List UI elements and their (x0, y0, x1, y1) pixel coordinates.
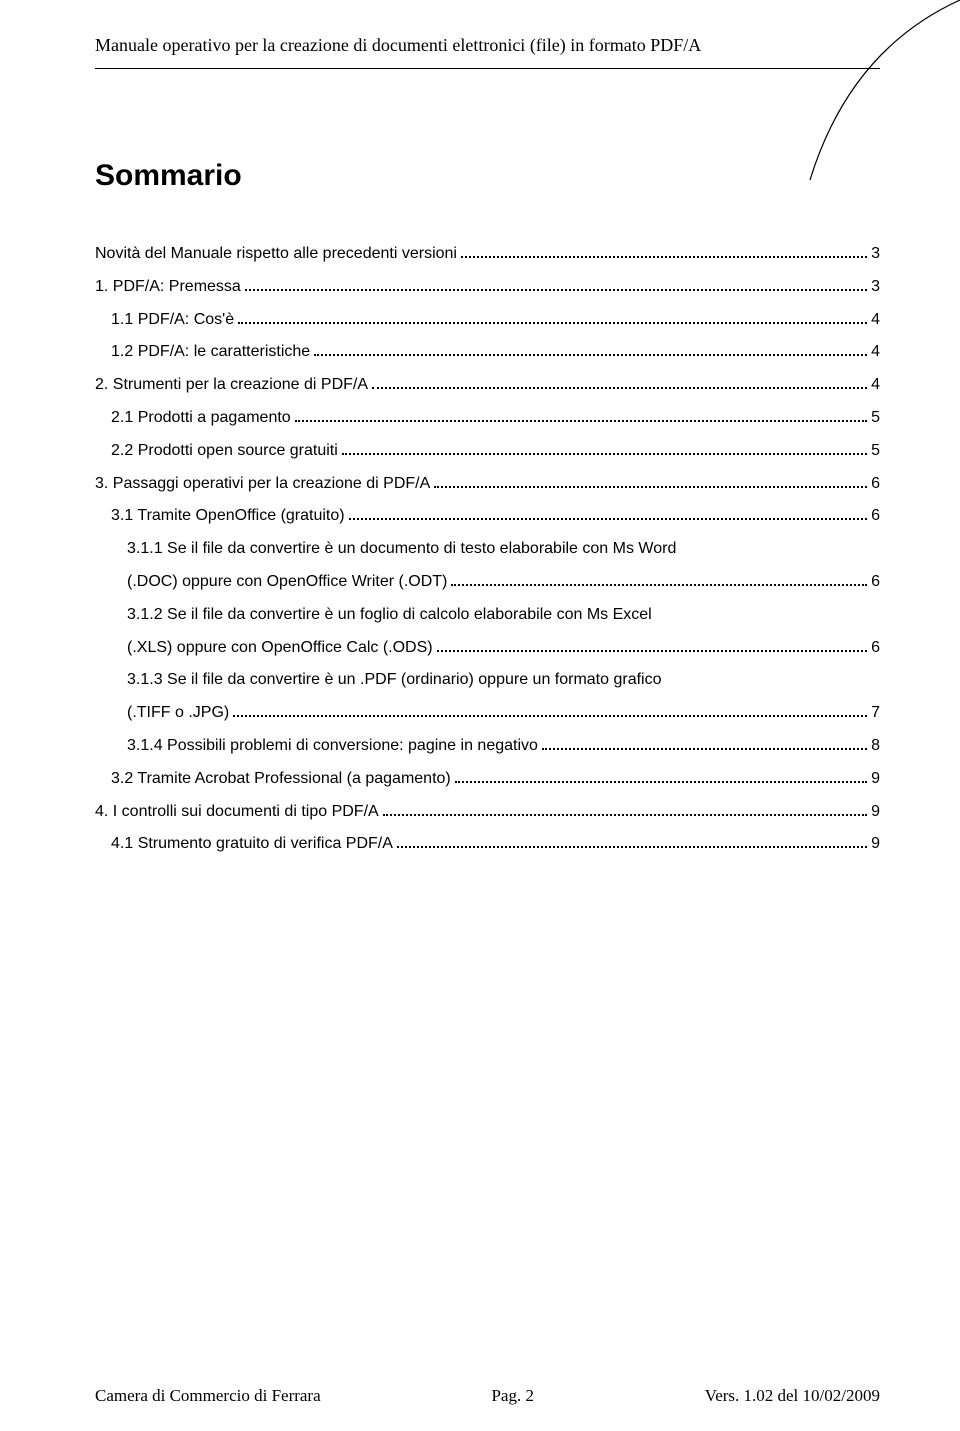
toc-entry: (.DOC) oppure con OpenOffice Writer (.OD… (95, 566, 880, 599)
toc-entry-page: 7 (871, 697, 880, 730)
toc-leader-dots (451, 572, 867, 586)
table-of-contents: Novità del Manuale rispetto alle precede… (95, 238, 880, 861)
toc-entry-page: 6 (871, 566, 880, 599)
toc-entry-page: 3 (871, 271, 880, 304)
toc-entry-label: 3.1.3 Se il file da convertire è un .PDF… (127, 664, 662, 697)
toc-leader-dots (349, 506, 868, 520)
toc-leader-dots (238, 309, 867, 323)
toc-entry-page: 5 (871, 435, 880, 468)
toc-entry: 3.2 Tramite Acrobat Professional (a paga… (95, 763, 880, 796)
toc-leader-dots (233, 703, 867, 717)
toc-entry: 4.1 Strumento gratuito di verifica PDF/A… (95, 828, 880, 861)
toc-entry-page: 9 (871, 763, 880, 796)
toc-leader-dots (455, 768, 867, 782)
toc-entry-label: (.DOC) oppure con OpenOffice Writer (.OD… (127, 566, 447, 599)
toc-entry-label: 4.1 Strumento gratuito di verifica PDF/A (111, 828, 393, 861)
toc-leader-dots (542, 736, 867, 750)
toc-leader-dots (245, 276, 867, 290)
footer-left: Camera di Commercio di Ferrara (95, 1386, 321, 1406)
toc-entry-label: 4. I controlli sui documenti di tipo PDF… (95, 796, 379, 829)
toc-entry-label: 2.2 Prodotti open source gratuiti (111, 435, 338, 468)
toc-entry-page: 9 (871, 796, 880, 829)
toc-entry: 4. I controlli sui documenti di tipo PDF… (95, 796, 880, 829)
toc-entry-page: 6 (871, 468, 880, 501)
toc-leader-dots (397, 834, 867, 848)
toc-leader-dots (314, 342, 867, 356)
toc-entry-page: 3 (871, 238, 880, 271)
toc-entry: 1.2 PDF/A: le caratteristiche 4 (95, 336, 880, 369)
page-footer: Camera di Commercio di Ferrara Pag. 2 Ve… (95, 1386, 880, 1406)
toc-entry: (.XLS) oppure con OpenOffice Calc (.ODS)… (95, 632, 880, 665)
toc-leader-dots (437, 637, 867, 651)
toc-entry: 3.1.4 Possibili problemi di conversione:… (95, 730, 880, 763)
toc-entry-page: 5 (871, 402, 880, 435)
toc-entry-label: 3.1.4 Possibili problemi di conversione:… (127, 730, 538, 763)
toc-title: Sommario (95, 159, 880, 193)
toc-entry-label: 3.1.2 Se il file da convertire è un fogl… (127, 599, 652, 632)
toc-leader-dots (342, 440, 867, 454)
toc-entry-label: 1.2 PDF/A: le caratteristiche (111, 336, 310, 369)
toc-entry: 2. Strumenti per la creazione di PDF/A 4 (95, 369, 880, 402)
toc-entry-label: 3.1 Tramite OpenOffice (gratuito) (111, 500, 345, 533)
toc-entry-label: 2. Strumenti per la creazione di PDF/A (95, 369, 368, 402)
toc-entry: 2.2 Prodotti open source gratuiti 5 (95, 435, 880, 468)
toc-entry-page: 4 (871, 304, 880, 337)
toc-entry-label: 3. Passaggi operativi per la creazione d… (95, 468, 430, 501)
toc-entry-label: 2.1 Prodotti a pagamento (111, 402, 291, 435)
toc-entry: Novità del Manuale rispetto alle precede… (95, 238, 880, 271)
toc-entry-page: 6 (871, 632, 880, 665)
toc-entry: 2.1 Prodotti a pagamento 5 (95, 402, 880, 435)
toc-entry-label: 1.1 PDF/A: Cos'è (111, 304, 234, 337)
toc-entry: 1.1 PDF/A: Cos'è 4 (95, 304, 880, 337)
footer-center: Pag. 2 (491, 1386, 534, 1406)
toc-entry: 3.1 Tramite OpenOffice (gratuito) 6 (95, 500, 880, 533)
toc-entry-label: Novità del Manuale rispetto alle precede… (95, 238, 457, 271)
toc-entry: 3.1.3 Se il file da convertire è un .PDF… (95, 664, 880, 697)
footer-right: Vers. 1.02 del 10/02/2009 (705, 1386, 880, 1406)
toc-entry: 3.1.1 Se il file da convertire è un docu… (95, 533, 880, 566)
toc-entry-label: (.XLS) oppure con OpenOffice Calc (.ODS) (127, 632, 433, 665)
toc-entry: 3. Passaggi operativi per la creazione d… (95, 468, 880, 501)
toc-entry: 1. PDF/A: Premessa 3 (95, 271, 880, 304)
toc-entry-page: 6 (871, 500, 880, 533)
toc-entry-page: 4 (871, 336, 880, 369)
toc-entry-page: 4 (871, 369, 880, 402)
toc-leader-dots (461, 244, 867, 258)
document-header-title: Manuale operativo per la creazione di do… (95, 35, 880, 56)
toc-leader-dots (372, 375, 867, 389)
toc-entry-label: 1. PDF/A: Premessa (95, 271, 241, 304)
toc-leader-dots (434, 473, 867, 487)
toc-leader-dots (295, 408, 867, 422)
toc-entry-page: 8 (871, 730, 880, 763)
toc-entry-label: 3.1.1 Se il file da convertire è un docu… (127, 533, 676, 566)
toc-entry: 3.1.2 Se il file da convertire è un fogl… (95, 599, 880, 632)
toc-entry-page: 9 (871, 828, 880, 861)
toc-entry-label: (.TIFF o .JPG) (127, 697, 229, 730)
toc-entry-label: 3.2 Tramite Acrobat Professional (a paga… (111, 763, 451, 796)
toc-entry: (.TIFF o .JPG) 7 (95, 697, 880, 730)
toc-leader-dots (383, 801, 867, 815)
header-rule (95, 68, 880, 69)
